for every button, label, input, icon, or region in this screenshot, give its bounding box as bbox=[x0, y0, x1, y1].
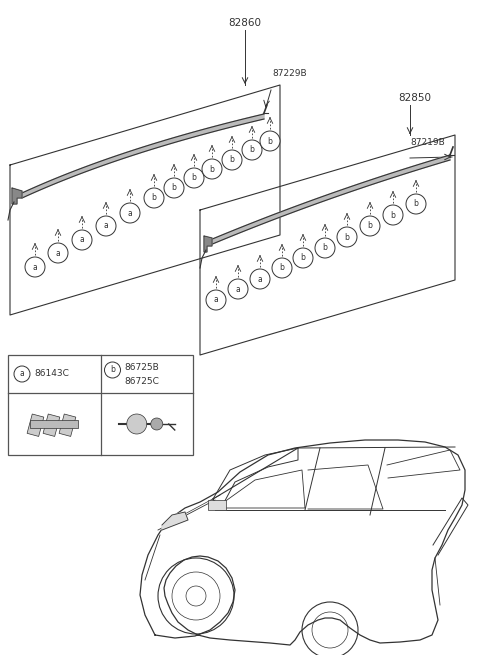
Text: b: b bbox=[250, 145, 254, 155]
Polygon shape bbox=[162, 512, 188, 530]
Circle shape bbox=[151, 418, 163, 430]
Circle shape bbox=[260, 131, 280, 151]
Circle shape bbox=[25, 257, 45, 277]
Text: a: a bbox=[236, 284, 240, 293]
Circle shape bbox=[144, 188, 164, 208]
Circle shape bbox=[406, 194, 426, 214]
Text: b: b bbox=[152, 193, 156, 202]
Bar bbox=[8, 355, 193, 455]
Text: 87229B: 87229B bbox=[272, 69, 307, 78]
Text: b: b bbox=[391, 210, 396, 219]
Polygon shape bbox=[12, 188, 22, 204]
Circle shape bbox=[72, 230, 92, 250]
Text: b: b bbox=[279, 263, 285, 272]
Bar bbox=[43, 414, 60, 436]
Text: a: a bbox=[20, 369, 24, 379]
Text: 86725B: 86725B bbox=[124, 364, 159, 373]
Text: a: a bbox=[258, 274, 263, 284]
Circle shape bbox=[293, 248, 313, 268]
Circle shape bbox=[206, 290, 226, 310]
Text: a: a bbox=[128, 208, 132, 217]
Circle shape bbox=[202, 159, 222, 179]
Polygon shape bbox=[204, 236, 212, 252]
Circle shape bbox=[222, 150, 242, 170]
Text: b: b bbox=[267, 136, 273, 145]
Text: b: b bbox=[300, 253, 305, 263]
Text: 82860: 82860 bbox=[228, 18, 262, 28]
Text: b: b bbox=[110, 365, 115, 375]
Text: b: b bbox=[210, 164, 215, 174]
Polygon shape bbox=[210, 155, 450, 245]
Text: 87219B: 87219B bbox=[410, 138, 445, 147]
Circle shape bbox=[184, 168, 204, 188]
Circle shape bbox=[315, 238, 335, 258]
Text: b: b bbox=[192, 174, 196, 183]
Bar bbox=[59, 414, 76, 436]
Text: a: a bbox=[80, 236, 84, 244]
Circle shape bbox=[242, 140, 262, 160]
Circle shape bbox=[127, 414, 147, 434]
Circle shape bbox=[250, 269, 270, 289]
Text: 86143C: 86143C bbox=[34, 369, 69, 379]
Text: 86725C: 86725C bbox=[124, 377, 159, 386]
Bar bbox=[30, 420, 78, 428]
Circle shape bbox=[120, 203, 140, 223]
Circle shape bbox=[164, 178, 184, 198]
Text: b: b bbox=[345, 233, 349, 242]
Circle shape bbox=[96, 216, 116, 236]
Circle shape bbox=[228, 279, 248, 299]
Text: b: b bbox=[414, 200, 419, 208]
Polygon shape bbox=[22, 114, 264, 198]
Text: a: a bbox=[56, 248, 60, 257]
Circle shape bbox=[48, 243, 68, 263]
Text: b: b bbox=[171, 183, 177, 193]
Circle shape bbox=[272, 258, 292, 278]
Text: a: a bbox=[104, 221, 108, 231]
Text: a: a bbox=[33, 263, 37, 272]
Text: 82850: 82850 bbox=[398, 93, 431, 103]
Circle shape bbox=[105, 362, 120, 378]
Bar bbox=[208, 500, 226, 510]
Text: b: b bbox=[368, 221, 372, 231]
Circle shape bbox=[360, 216, 380, 236]
Circle shape bbox=[383, 205, 403, 225]
Bar bbox=[27, 414, 44, 436]
Text: a: a bbox=[214, 295, 218, 305]
Circle shape bbox=[14, 366, 30, 382]
Text: b: b bbox=[323, 244, 327, 252]
Text: b: b bbox=[229, 155, 234, 164]
Circle shape bbox=[337, 227, 357, 247]
